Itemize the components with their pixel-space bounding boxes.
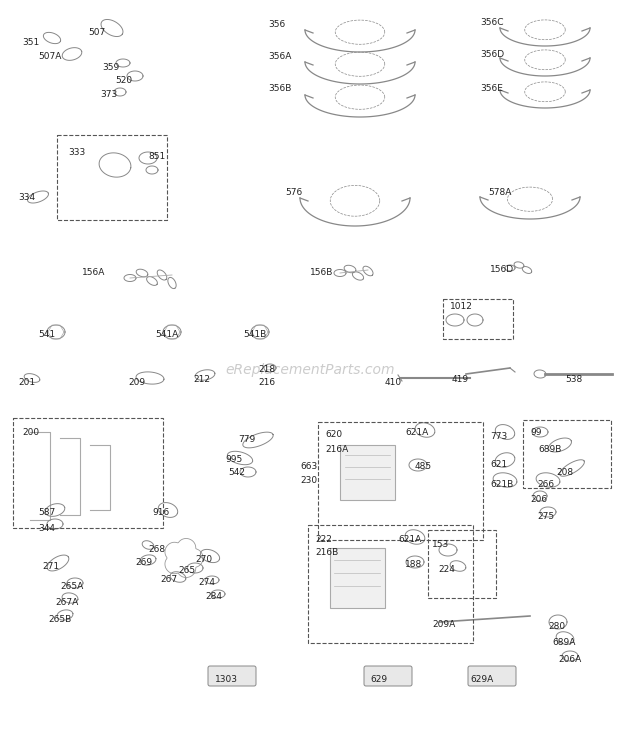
Text: 265A: 265A (60, 582, 83, 591)
Text: 188: 188 (405, 560, 422, 569)
Text: 621A: 621A (398, 535, 421, 544)
Text: 266: 266 (537, 480, 554, 489)
Text: 268: 268 (148, 545, 165, 554)
FancyBboxPatch shape (468, 666, 516, 686)
Text: 156D: 156D (490, 265, 514, 274)
Text: 689B: 689B (538, 445, 561, 454)
Bar (443, 299, 513, 339)
Text: 230: 230 (300, 476, 317, 485)
Text: 620: 620 (325, 430, 342, 439)
Text: 208: 208 (556, 468, 573, 477)
Text: 274: 274 (198, 578, 215, 587)
Bar (330, 548, 385, 608)
Text: 212: 212 (193, 375, 210, 384)
Text: 284: 284 (205, 592, 222, 601)
Text: 265B: 265B (48, 615, 71, 624)
Text: 542: 542 (228, 468, 245, 477)
Bar (308, 525, 473, 643)
Text: 269: 269 (135, 558, 152, 567)
Text: 779: 779 (238, 435, 255, 444)
Text: 410: 410 (385, 378, 402, 387)
Text: 275: 275 (537, 512, 554, 521)
Text: 351: 351 (22, 38, 39, 47)
Bar (523, 420, 611, 488)
Text: 773: 773 (490, 432, 507, 441)
Text: 621B: 621B (490, 480, 513, 489)
Text: 206A: 206A (558, 655, 582, 664)
Text: 485: 485 (415, 462, 432, 471)
Text: 218: 218 (258, 365, 275, 374)
Text: 587: 587 (38, 508, 55, 517)
Text: 209A: 209A (432, 620, 455, 629)
Text: 356B: 356B (268, 84, 291, 93)
Text: 267A: 267A (55, 598, 78, 607)
Text: 507A: 507A (38, 52, 61, 61)
Text: 333: 333 (68, 148, 86, 157)
Text: 356D: 356D (480, 50, 504, 59)
Text: 216: 216 (258, 378, 275, 387)
Text: 216A: 216A (325, 445, 348, 454)
Text: 507: 507 (88, 28, 105, 37)
Text: 201: 201 (18, 378, 35, 387)
Text: 419: 419 (452, 375, 469, 384)
Bar (318, 422, 483, 540)
Text: 271: 271 (42, 562, 59, 571)
FancyBboxPatch shape (208, 666, 256, 686)
Bar (428, 530, 496, 598)
Text: 267: 267 (160, 575, 177, 584)
Text: 916: 916 (152, 508, 169, 517)
FancyBboxPatch shape (364, 666, 412, 686)
Text: 663: 663 (300, 462, 317, 471)
Text: 270: 270 (195, 555, 212, 564)
Text: 344: 344 (38, 524, 55, 533)
Text: 541: 541 (38, 330, 55, 339)
Text: 578A: 578A (488, 188, 511, 197)
Bar (13, 418, 163, 528)
Text: 373: 373 (100, 90, 117, 99)
Text: 153: 153 (432, 540, 450, 549)
Text: 334: 334 (18, 193, 35, 202)
Bar (340, 445, 395, 500)
Text: 156A: 156A (82, 268, 105, 277)
Text: 538: 538 (565, 375, 582, 384)
Text: 629: 629 (370, 675, 387, 684)
Text: 851: 851 (148, 152, 166, 161)
Text: 265: 265 (178, 566, 195, 575)
Text: 156B: 156B (310, 268, 334, 277)
Text: 1012: 1012 (450, 302, 473, 311)
Text: 216B: 216B (315, 548, 339, 557)
Text: eReplacementParts.com: eReplacementParts.com (225, 363, 395, 377)
Text: 621: 621 (490, 460, 507, 469)
Text: 520: 520 (115, 76, 132, 85)
Text: 356: 356 (268, 20, 285, 29)
Text: 359: 359 (102, 63, 119, 72)
Text: 209: 209 (128, 378, 145, 387)
Text: 200: 200 (22, 428, 39, 437)
Text: 206: 206 (530, 495, 547, 504)
Text: 541B: 541B (243, 330, 266, 339)
Text: 995: 995 (225, 455, 242, 464)
Text: 356A: 356A (268, 52, 291, 61)
Text: 222: 222 (315, 535, 332, 544)
Text: 99: 99 (530, 428, 541, 437)
Text: 576: 576 (285, 188, 303, 197)
Text: 280: 280 (548, 622, 565, 631)
Text: 356E: 356E (480, 84, 503, 93)
Text: 621A: 621A (405, 428, 428, 437)
Text: 541A: 541A (155, 330, 179, 339)
Bar (57, 135, 167, 220)
Text: 689A: 689A (552, 638, 575, 647)
Text: 224: 224 (438, 565, 455, 574)
Text: 629A: 629A (470, 675, 494, 684)
Text: 1303: 1303 (215, 675, 238, 684)
Text: 356C: 356C (480, 18, 503, 27)
